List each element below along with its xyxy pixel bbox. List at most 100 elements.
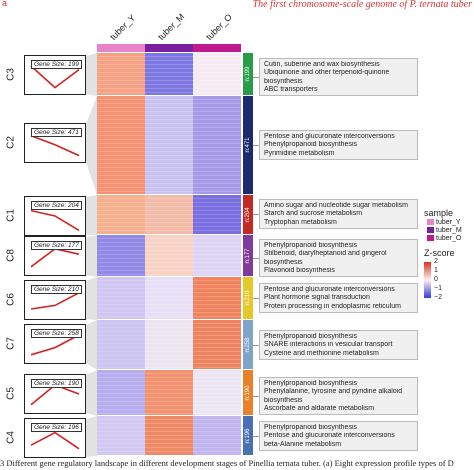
cluster-label-C7: C7 (5, 337, 17, 350)
heatmap-cell-C3-tuber_M (145, 53, 193, 95)
pathway-term: biosynthesis (264, 77, 303, 85)
pathway-term: Ubiquinone and other terpenoid-quinone (264, 69, 390, 77)
pathway-term: Phenylpropanoid biosynthesis (264, 242, 358, 249)
pathway-terms-C6: Pentose and glucuronate interconversions… (259, 283, 418, 313)
heatmap-cell-C8-tuber_M (145, 235, 193, 276)
trend-line-C1 (30, 209, 80, 232)
trend-line-C7 (30, 334, 80, 356)
legend-swatch (427, 219, 434, 226)
heatmap-block-C7 (97, 320, 242, 369)
pathway-term: beta-Alanine metabolism (264, 440, 342, 448)
pathway-term: biosynthesis (264, 258, 303, 266)
pathway-term: Pentose and glucuronate interconversions (264, 133, 395, 140)
column-label-tuber_M: tuber_M (155, 11, 187, 42)
pathway-term: SNARE interactions in vesicular transpor… (264, 341, 393, 349)
figure-caption: 3 Different gene regulatory landscape in… (0, 458, 454, 468)
heatmap-cell-C6-tuber_Y (97, 277, 145, 319)
cluster-size-tag-C2: n:471 (243, 96, 253, 194)
connector-C2 (86, 96, 97, 195)
legend-swatch (427, 227, 434, 234)
heatmap-cell-C2-tuber_Y (97, 96, 145, 194)
pathway-terms-C4: Phenylpropanoid biosynthesis Pentose and … (259, 421, 418, 451)
connector-C5 (86, 370, 97, 416)
cluster-size-tag-C5: n:190 (243, 370, 253, 415)
heatmap-cell-C1-tuber_Y (97, 195, 145, 234)
term-pointer-C8 (253, 258, 259, 259)
zscore-tick-label: −2 (434, 294, 442, 301)
legend-swatch (427, 235, 434, 242)
heatmap-cell-C1-tuber_O (193, 195, 241, 234)
pathway-terms-C1: Amino sugar and nucleotide sugar metabol… (259, 199, 418, 229)
connector-C1 (86, 195, 97, 235)
column-label-tuber_Y: tuber_Y (107, 12, 138, 42)
sample-bar-tuber_Y (97, 44, 145, 52)
connector-C7 (86, 320, 97, 370)
pathway-term: Phenylpropanoid biosynthesis (264, 380, 358, 387)
trend-plot-C4: Gene Size: 196 (24, 418, 86, 458)
trend-plot-C8: Gene Size: 177 (24, 236, 86, 276)
cluster-label-C6: C6 (5, 293, 17, 306)
pathway-term: Ascorbate and aldarate metabolism (264, 404, 375, 412)
legend-item-tuber_O: tuber_O (427, 235, 461, 242)
sample-legend-title: sample (424, 208, 454, 218)
heatmap-cell-C8-tuber_O (193, 235, 241, 276)
pathway-terms-C2: Pentose and glucuronate interconversions… (259, 130, 418, 160)
term-pointer-C1 (253, 214, 259, 215)
heatmap-cell-C4-tuber_Y (97, 416, 145, 455)
pathway-terms-C3: Cutin, suberine and wax biosynthesis Ubiq… (259, 58, 418, 96)
cluster-size-tag-C3: n:199 (243, 53, 253, 95)
cluster-size-tag-C8: n:177 (243, 235, 253, 276)
cluster-size-tag-C7: n:258 (243, 320, 253, 369)
pathway-term: Cysteine and methionine metabolism (264, 349, 379, 357)
pathway-terms-C5: Phenylpropanoid biosynthesis Phenylalanin… (259, 377, 418, 415)
pathway-term: ABC transporters (264, 85, 318, 93)
pathway-term: Cutin, suberine and wax biosynthesis (264, 61, 380, 68)
heatmap-cell-C6-tuber_M (145, 277, 193, 319)
connector-C6 (86, 277, 97, 320)
heatmap-cell-C5-tuber_M (145, 370, 193, 415)
gene-size-label: Gene Size: 196 (31, 423, 82, 432)
heatmap-cell-C8-tuber_Y (97, 235, 145, 276)
trend-line-C4 (30, 431, 80, 450)
zscore-tick-label: −1 (434, 285, 442, 292)
heatmap-cell-C5-tuber_O (193, 370, 241, 415)
trend-plot-C1: Gene Size: 204 (24, 196, 86, 236)
trend-plot-C3: Gene Size: 199 (24, 55, 86, 95)
zscore-tick-label: 2 (434, 258, 438, 265)
pathway-term: biosynthesis (264, 396, 303, 404)
gene-size-label: Gene Size: 471 (31, 128, 82, 137)
heatmap-cell-C1-tuber_M (145, 195, 193, 234)
pathway-term: Pentose and glucuronate interconversions (264, 286, 395, 293)
heatmap-cell-C6-tuber_O (193, 277, 241, 319)
zscore-tick-label: 0 (434, 276, 438, 283)
legend-item-tuber_M: tuber_M (427, 227, 462, 234)
trend-line-C6 (30, 292, 80, 310)
trend-plot-C2: Gene Size: 471 (24, 123, 86, 163)
heatmap-cell-C3-tuber_O (193, 53, 241, 95)
zscore-legend-title: Z-score (424, 248, 455, 258)
term-pointer-C7 (253, 345, 259, 346)
cluster-label-C5: C5 (5, 387, 17, 400)
pathway-term: Pentose and glucuronate interconversions (264, 432, 395, 440)
pathway-term: Plant hormone signal transduction (264, 294, 370, 302)
heatmap-block-C2 (97, 96, 242, 194)
pathway-term: Protein processing in endoplasmic reticu… (264, 302, 401, 310)
heatmap-block-C1 (97, 195, 242, 234)
pathway-term: Phenylpropanoid biosynthesis (264, 141, 358, 149)
heatmap-cell-C5-tuber_Y (97, 370, 145, 415)
pathway-terms-C7: Phenylpropanoid biosynthesis SNARE intera… (259, 330, 418, 360)
cluster-label-C3: C3 (5, 68, 17, 81)
connector-C4 (86, 416, 97, 457)
cluster-size-tag-C4: n:196 (243, 416, 253, 455)
heatmap-block-C4 (97, 416, 242, 455)
pathway-term: Phenylalanine, tyrosine and pyridine alk… (264, 388, 403, 396)
heatmap-cell-C7-tuber_M (145, 320, 193, 369)
zscore-tick-label: 1 (434, 267, 438, 274)
heatmap-cell-C7-tuber_O (193, 320, 241, 369)
cluster-label-C4: C4 (5, 431, 17, 444)
heatmap-cell-C2-tuber_M (145, 96, 193, 194)
trend-line-C8 (30, 247, 80, 268)
connector-C3 (86, 53, 97, 96)
term-pointer-C5 (253, 396, 259, 397)
figure-corner-mark: a (2, 0, 8, 8)
